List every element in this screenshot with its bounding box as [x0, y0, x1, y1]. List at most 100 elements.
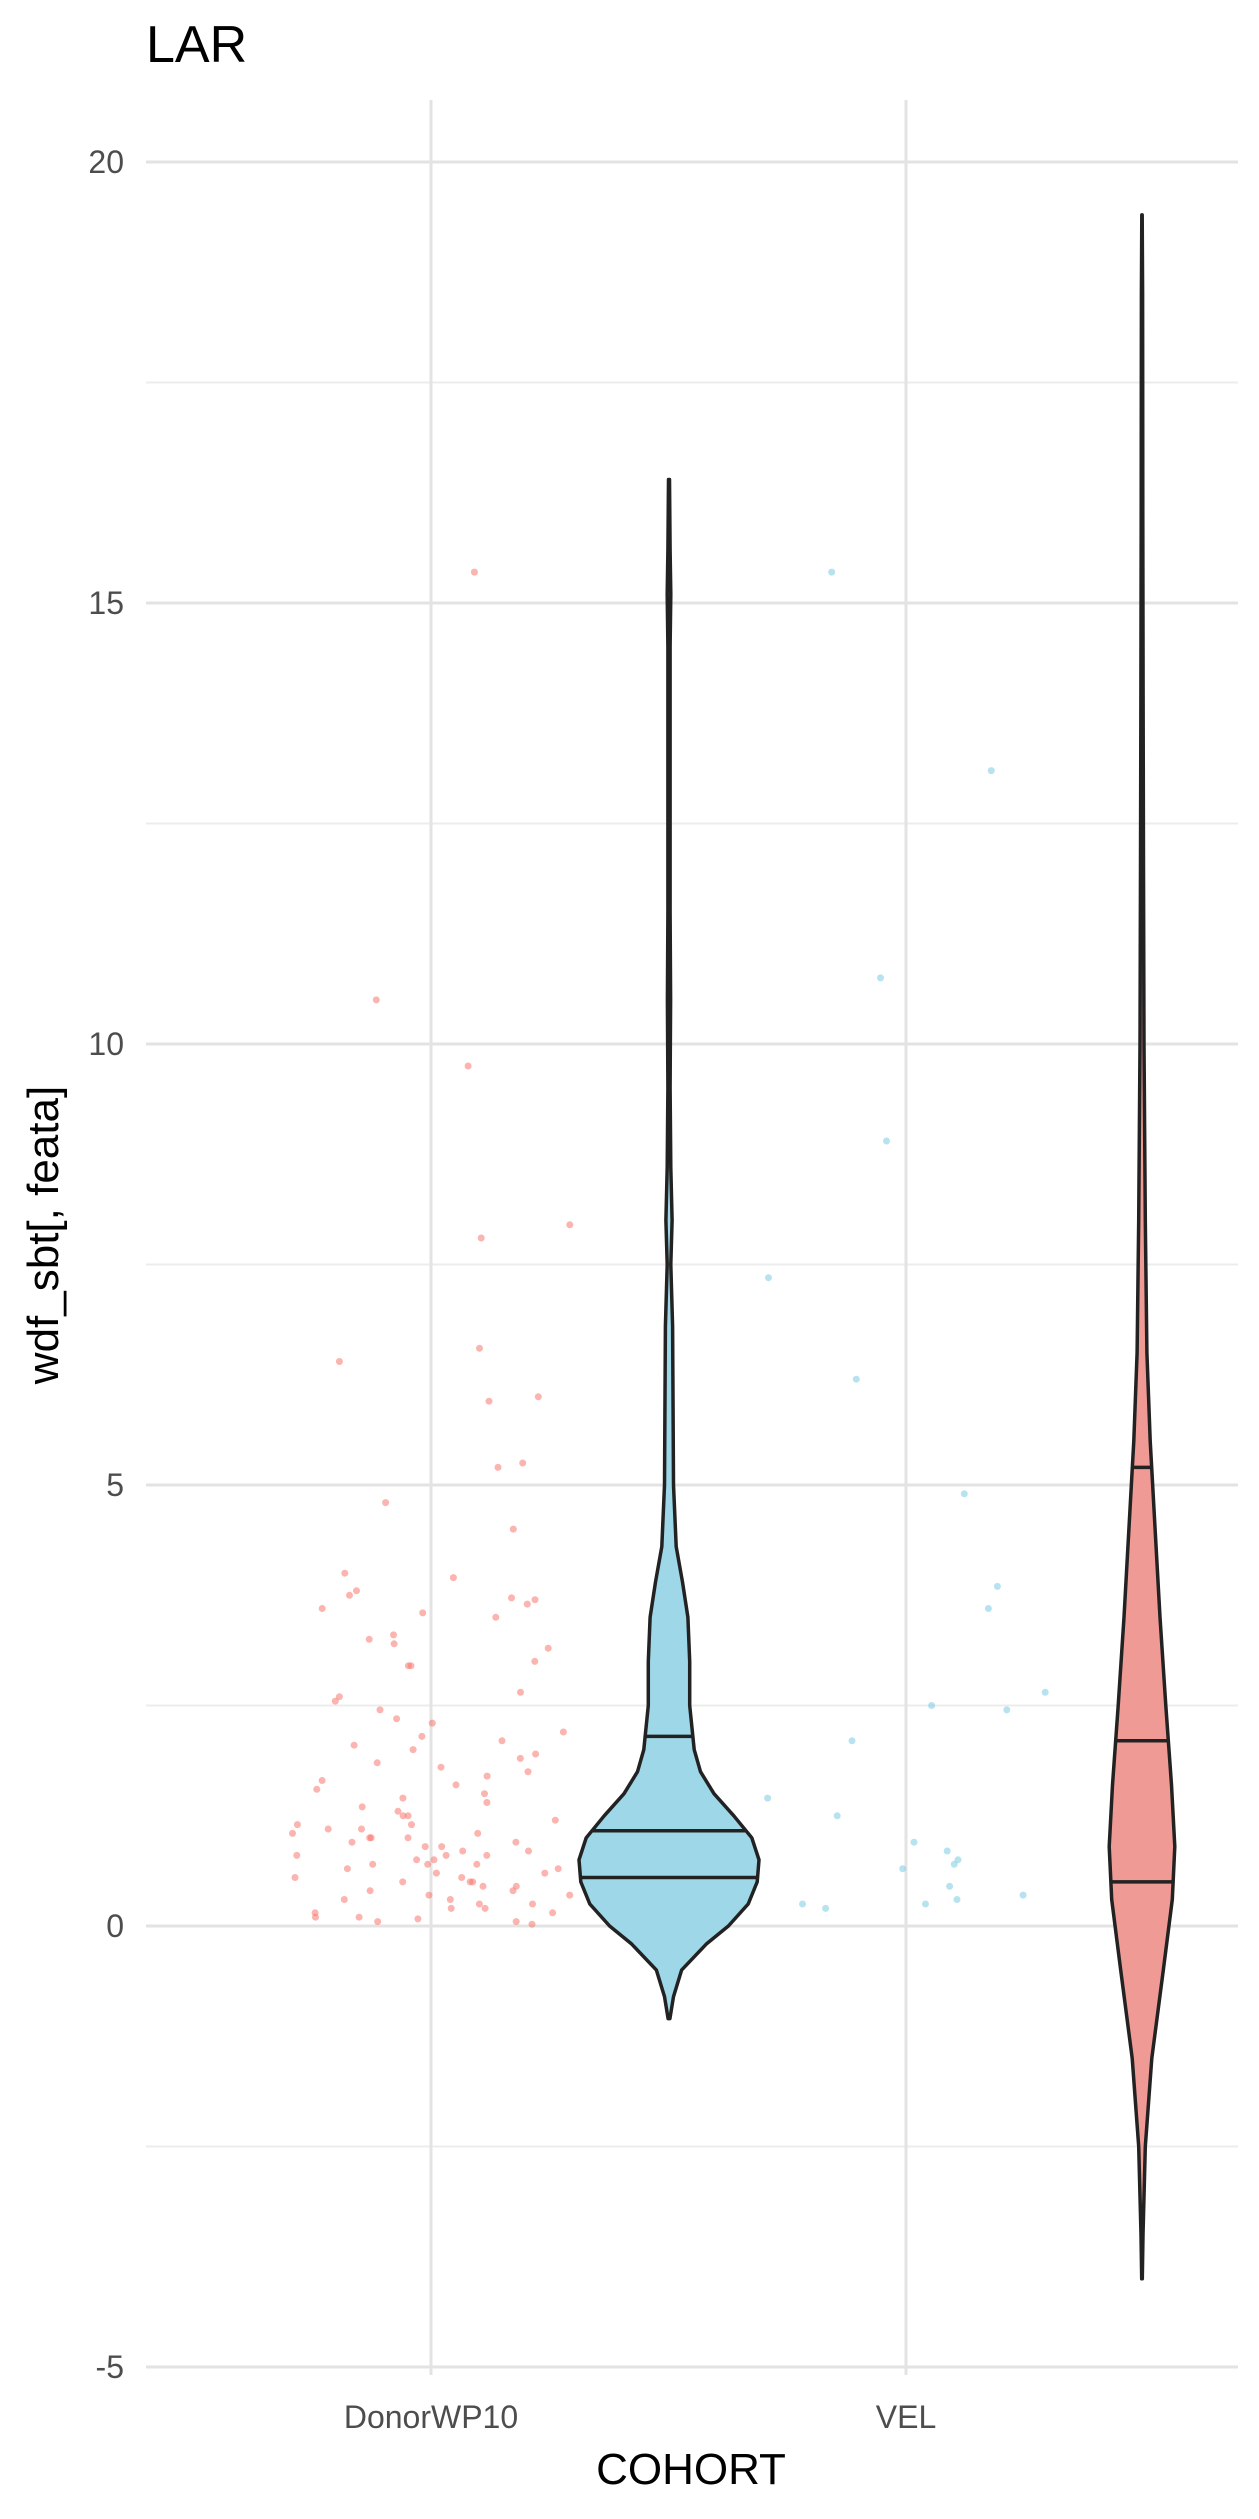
data-point: [470, 568, 478, 576]
data-point: [335, 1693, 343, 1701]
data-point: [960, 1490, 968, 1498]
data-point: [946, 1882, 954, 1890]
data-point: [534, 1393, 542, 1401]
x-tick-label: VEL: [876, 2399, 936, 2435]
data-point: [312, 1913, 319, 1921]
y-tick-label: 0: [106, 1908, 124, 1944]
data-point: [409, 1746, 417, 1754]
data-point: [366, 1887, 374, 1895]
data-point: [559, 1728, 567, 1736]
data-point: [554, 1865, 562, 1873]
data-point: [877, 974, 884, 982]
data-point: [355, 1913, 363, 1921]
violin-vel: [577, 477, 761, 2021]
data-point: [483, 1851, 491, 1859]
data-point: [943, 1847, 951, 1855]
data-point: [485, 1397, 493, 1405]
data-point: [452, 1781, 460, 1789]
data-point: [764, 1794, 772, 1802]
data-point: [1041, 1688, 1049, 1696]
violins: [577, 213, 1177, 2281]
data-point: [348, 1838, 356, 1846]
data-point: [531, 1657, 539, 1665]
data-point: [313, 1785, 321, 1793]
data-point: [498, 1737, 506, 1745]
data-point: [519, 1459, 527, 1467]
data-point: [483, 1772, 491, 1780]
data-point: [428, 1719, 436, 1727]
data-point: [852, 1375, 860, 1383]
data-point: [464, 1062, 472, 1070]
data-point: [404, 1834, 412, 1842]
data-point: [341, 1569, 349, 1577]
data-point: [475, 1900, 483, 1908]
y-tick-labels: -5 0 5 10 15 20: [88, 144, 124, 2385]
data-point: [551, 1816, 559, 1824]
data-point: [424, 1860, 432, 1868]
data-point: [340, 1896, 348, 1903]
data-point: [442, 1851, 450, 1859]
data-point: [425, 1891, 433, 1899]
data-point: [432, 1869, 440, 1877]
data-point: [822, 1904, 830, 1912]
data-point: [508, 1594, 515, 1602]
data-point: [438, 1843, 446, 1851]
data-point: [1003, 1706, 1011, 1714]
violin-donorwp10: [1107, 213, 1177, 2281]
data-point: [799, 1900, 806, 1908]
data-point: [430, 1856, 438, 1864]
data-point: [528, 1920, 536, 1928]
data-point: [335, 1358, 343, 1365]
data-point: [566, 1221, 574, 1229]
data-point: [394, 1807, 402, 1815]
data-point: [414, 1915, 422, 1923]
data-point: [324, 1825, 332, 1833]
data-point: [993, 1582, 1001, 1590]
data-point: [848, 1737, 856, 1745]
data-point: [399, 1812, 407, 1820]
data-point: [318, 1777, 326, 1784]
data-point: [390, 1631, 397, 1639]
data-point: [399, 1878, 407, 1886]
data-point: [541, 1869, 549, 1877]
data-point: [421, 1843, 429, 1851]
data-point: [366, 1834, 374, 1842]
x-tick-labels: DonorWP10 VEL: [344, 2399, 936, 2435]
data-point: [469, 1878, 477, 1886]
data-point: [407, 1662, 415, 1670]
y-tick-label: 15: [88, 585, 124, 621]
data-point: [481, 1790, 488, 1798]
data-point: [512, 1918, 520, 1926]
data-point: [365, 1635, 373, 1643]
data-point: [353, 1587, 360, 1595]
data-point: [390, 1640, 398, 1648]
data-point: [318, 1605, 326, 1612]
data-point: [447, 1904, 455, 1912]
data-point: [374, 1918, 382, 1926]
data-point: [291, 1874, 299, 1881]
data-point: [984, 1605, 992, 1612]
x-tick-label: DonorWP10: [344, 2399, 518, 2435]
data-point: [1019, 1891, 1027, 1899]
data-point: [458, 1874, 466, 1881]
data-point: [517, 1688, 524, 1696]
data-point: [399, 1794, 407, 1802]
data-point: [449, 1574, 457, 1582]
data-point: [376, 1706, 384, 1714]
data-point: [910, 1838, 918, 1846]
data-point: [512, 1838, 520, 1846]
data-point: [509, 1887, 517, 1895]
data-point: [331, 1697, 339, 1705]
data-point: [350, 1741, 358, 1749]
data-point: [899, 1865, 907, 1873]
data-point: [516, 1754, 524, 1762]
data-point: [524, 1768, 532, 1776]
y-axis-title: wdf_sbt[, feata]: [19, 1086, 68, 1385]
y-tick-label: 5: [106, 1467, 124, 1503]
data-point: [509, 1525, 517, 1533]
data-point: [369, 1860, 377, 1868]
data-point: [549, 1909, 557, 1917]
data-point: [393, 1715, 401, 1723]
data-point: [922, 1900, 929, 1908]
